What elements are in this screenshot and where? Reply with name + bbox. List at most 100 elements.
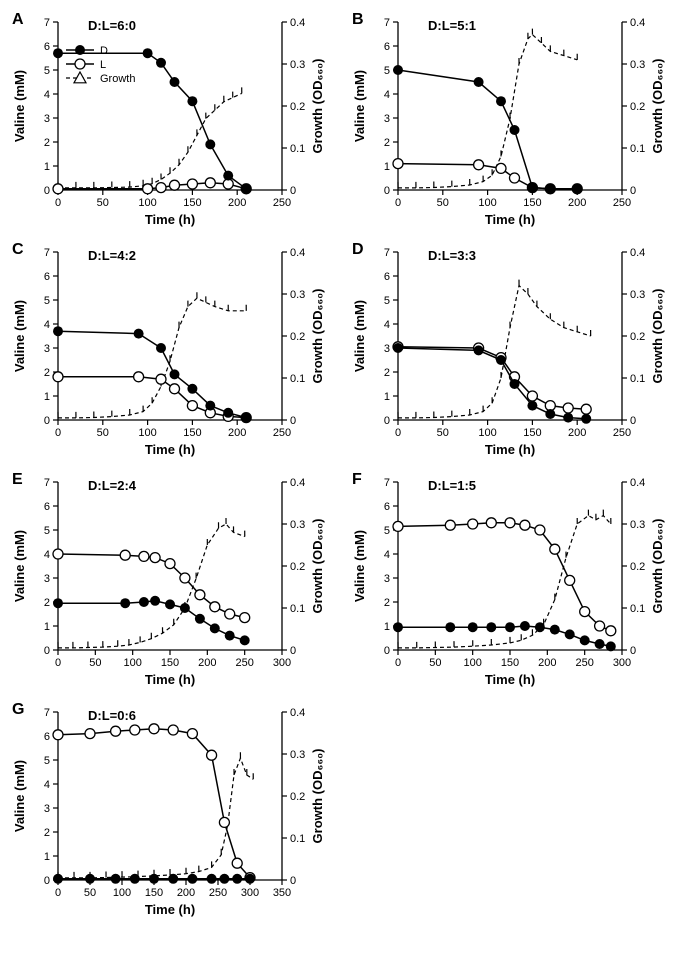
svg-text:0.2: 0.2 (630, 561, 645, 573)
svg-text:Valine (mM): Valine (mM) (12, 70, 27, 142)
svg-text:0: 0 (55, 657, 61, 669)
svg-text:0.1: 0.1 (630, 603, 645, 615)
svg-text:0.4: 0.4 (290, 247, 305, 259)
svg-text:1: 1 (384, 161, 390, 173)
svg-text:0.3: 0.3 (630, 289, 645, 301)
panel-C: 0501001502002500123456700.10.20.30.4Time… (10, 240, 330, 460)
svg-text:4: 4 (384, 549, 390, 561)
svg-text:Growth (OD₆₆₀): Growth (OD₆₆₀) (310, 289, 325, 384)
svg-text:0.1: 0.1 (290, 833, 305, 845)
svg-text:2: 2 (44, 827, 50, 839)
svg-text:7: 7 (44, 707, 50, 719)
svg-text:Valine (mM): Valine (mM) (12, 760, 27, 832)
svg-text:0: 0 (55, 887, 61, 899)
series-D (393, 343, 591, 424)
svg-text:50: 50 (97, 197, 109, 209)
svg-text:7: 7 (44, 17, 50, 29)
panel-label: E (12, 471, 23, 488)
svg-text:5: 5 (44, 65, 50, 77)
svg-text:300: 300 (613, 657, 631, 669)
svg-text:0: 0 (44, 185, 50, 197)
panel-title: D:L=3:3 (428, 248, 476, 263)
svg-text:4: 4 (44, 549, 50, 561)
svg-text:4: 4 (384, 89, 390, 101)
series-L (393, 518, 616, 636)
svg-text:Growth (OD₆₆₀): Growth (OD₆₆₀) (310, 59, 325, 154)
svg-text:0: 0 (384, 185, 390, 197)
svg-text:100: 100 (138, 197, 156, 209)
svg-text:250: 250 (613, 427, 631, 439)
svg-text:3: 3 (44, 343, 50, 355)
svg-text:0: 0 (395, 427, 401, 439)
series-D (53, 326, 251, 422)
svg-text:350: 350 (273, 887, 291, 899)
svg-text:Growth: Growth (100, 73, 135, 85)
series-L (53, 724, 255, 883)
series-D (393, 621, 616, 651)
svg-text:0: 0 (55, 427, 61, 439)
svg-text:1: 1 (384, 391, 390, 403)
svg-text:Time (h): Time (h) (145, 442, 195, 457)
svg-text:4: 4 (44, 319, 50, 331)
svg-text:0: 0 (630, 185, 636, 197)
svg-text:0.3: 0.3 (290, 519, 305, 531)
svg-text:100: 100 (138, 427, 156, 439)
svg-text:2: 2 (44, 137, 50, 149)
svg-text:0.4: 0.4 (290, 707, 305, 719)
svg-text:150: 150 (501, 657, 519, 669)
svg-text:6: 6 (384, 41, 390, 53)
svg-text:0: 0 (395, 657, 401, 669)
series-D (53, 48, 251, 194)
svg-text:250: 250 (273, 427, 291, 439)
svg-text:0: 0 (290, 875, 296, 887)
svg-text:3: 3 (44, 573, 50, 585)
svg-text:2: 2 (44, 367, 50, 379)
svg-text:2: 2 (44, 597, 50, 609)
svg-text:Valine (mM): Valine (mM) (352, 300, 367, 372)
svg-text:4: 4 (384, 319, 390, 331)
svg-text:3: 3 (44, 803, 50, 815)
svg-text:Time (h): Time (h) (145, 902, 195, 917)
svg-text:0.2: 0.2 (630, 101, 645, 113)
svg-text:5: 5 (384, 295, 390, 307)
panel-A: 0501001502002500123456700.10.20.30.4Time… (10, 10, 330, 230)
svg-text:Time (h): Time (h) (145, 672, 195, 687)
panel-F: 0501001502002503000123456700.10.20.30.4T… (350, 470, 670, 690)
svg-text:300: 300 (273, 657, 291, 669)
legend: DLGrowth (66, 45, 135, 85)
panel-label: C (12, 241, 24, 258)
chart-svg: 0501001502002503000123456700.10.20.30.4T… (350, 470, 670, 690)
svg-text:1: 1 (44, 621, 50, 633)
svg-text:0.1: 0.1 (290, 603, 305, 615)
svg-text:6: 6 (44, 41, 50, 53)
svg-text:Valine (mM): Valine (mM) (12, 300, 27, 372)
series-growth (58, 292, 246, 418)
svg-text:7: 7 (44, 247, 50, 259)
svg-text:5: 5 (44, 755, 50, 767)
panel-title: D:L=6:0 (88, 18, 136, 33)
svg-text:6: 6 (44, 271, 50, 283)
panel-label: A (12, 11, 24, 28)
panel-title: D:L=2:4 (88, 478, 137, 493)
svg-text:0.4: 0.4 (290, 17, 305, 29)
svg-text:0.1: 0.1 (290, 373, 305, 385)
svg-text:0.4: 0.4 (630, 17, 645, 29)
svg-text:0.3: 0.3 (290, 749, 305, 761)
svg-text:250: 250 (273, 197, 291, 209)
svg-text:150: 150 (183, 197, 201, 209)
svg-text:0.3: 0.3 (290, 289, 305, 301)
svg-text:4: 4 (44, 779, 50, 791)
svg-text:Growth (OD₆₆₀): Growth (OD₆₆₀) (310, 519, 325, 614)
svg-text:0.3: 0.3 (290, 59, 305, 71)
svg-text:150: 150 (145, 887, 163, 899)
svg-text:7: 7 (384, 17, 390, 29)
series-growth (58, 752, 253, 878)
svg-text:5: 5 (44, 295, 50, 307)
svg-text:4: 4 (44, 89, 50, 101)
svg-text:0.3: 0.3 (630, 59, 645, 71)
svg-text:150: 150 (523, 427, 541, 439)
svg-text:0: 0 (55, 197, 61, 209)
panel-title: D:L=0:6 (88, 708, 136, 723)
svg-text:0.4: 0.4 (630, 247, 645, 259)
panel-E: 0501001502002503000123456700.10.20.30.4T… (10, 470, 330, 690)
